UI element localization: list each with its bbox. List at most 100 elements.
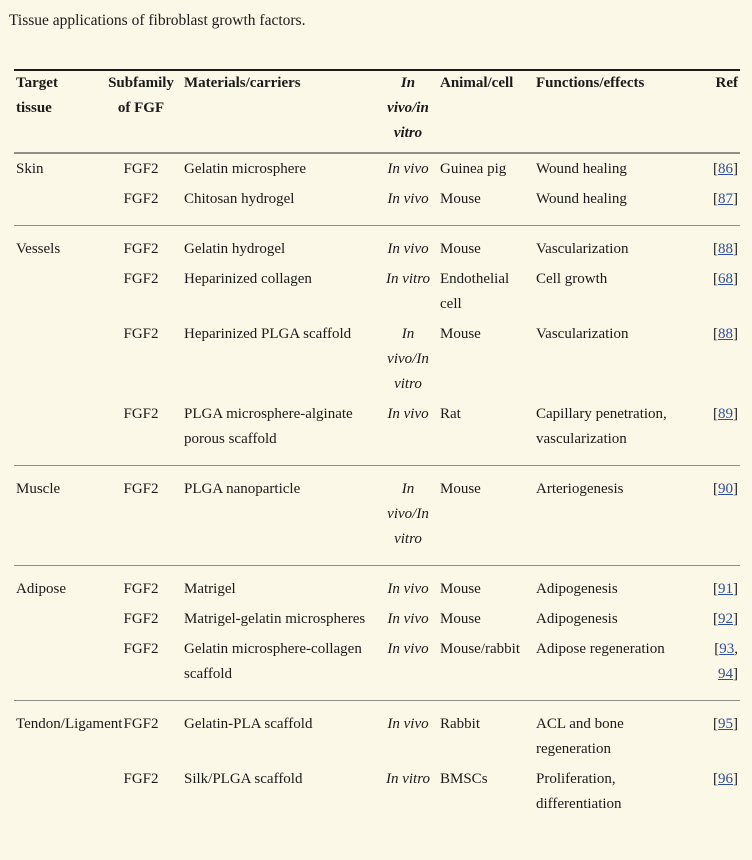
ref-link[interactable]: 92 [718, 611, 733, 627]
cell-material: Matrigel-gelatin microspheres [184, 611, 366, 627]
cell-tissue [14, 602, 100, 632]
cell-animal: Mouse [440, 326, 481, 342]
cell-fgf: FGF2 [100, 465, 182, 566]
cell-fgf: FGF2 [100, 565, 182, 602]
ref-link[interactable]: 96 [718, 771, 733, 787]
cell-material: Gelatin-PLA scaffold [182, 700, 378, 762]
cell-tissue [14, 262, 100, 317]
cell-animal: Rabbit [438, 700, 534, 762]
ref-link[interactable]: 87 [718, 191, 733, 207]
cell-ref: [87] [713, 191, 738, 207]
cell-animal: Endothelial cell [440, 271, 510, 312]
cell-mode: In vivo/⁠In vitro [387, 326, 429, 392]
cell-animal: Mouse [438, 565, 534, 602]
col-header-ref: Ref [698, 69, 740, 154]
cell-tissue [14, 762, 100, 830]
table-row: Skin FGF2 Gelatin microsphere In vivo Guinea… [14, 153, 740, 182]
cell-ref: [86] [713, 161, 738, 177]
cell-fgf: FGF2 [100, 225, 182, 262]
table-row: Tendon/Ligament FGF2 Gelatin-PLA scaffold I… [14, 700, 740, 762]
cell-mode: In vivo [378, 565, 438, 602]
cell-mode: In vivo [387, 161, 429, 177]
cell-animal: Rat [440, 406, 461, 422]
cell-tissue [14, 182, 100, 226]
cell-fgf: FGF2 [123, 326, 159, 342]
col-header-material: Materials/carriers [182, 69, 378, 154]
cell-mode: In vivo [387, 641, 429, 657]
cell-material: Gelatin hydrogel [182, 225, 378, 262]
table-title: Tissue applications of fibroblast growth… [9, 12, 306, 29]
ref-link[interactable]: 94 [718, 666, 733, 682]
cell-fgf: FGF2 [123, 191, 159, 207]
cell-fgf: FGF2 [123, 611, 159, 627]
cell-tissue: Vessels [14, 225, 100, 262]
cell-ref: [96] [713, 771, 738, 787]
cell-animal: Mouse [440, 191, 481, 207]
cell-function: Wound healing [536, 191, 627, 207]
cell-tissue [14, 632, 100, 701]
table-body: Skin FGF2 Gelatin microsphere In vivo Guinea… [14, 153, 740, 830]
cell-material: Matrigel [182, 565, 378, 602]
ref-link[interactable]: 88 [718, 241, 733, 257]
cell-function: Adipose regeneration [536, 641, 665, 657]
cell-function: Cell growth [536, 271, 608, 287]
cell-material: PLGA microsphere-alginate porous scaffol… [184, 406, 353, 447]
cell-material: PLGA nanoparticle [182, 465, 378, 566]
cell-ref: [92] [713, 611, 738, 627]
cell-material: Gelatin microsphere-collagen scaffold [184, 641, 362, 682]
cell-tissue [14, 317, 100, 397]
cell-material: Silk/PLGA scaffold [184, 771, 303, 787]
table-row: Muscle FGF2 PLGA nanoparticle In vivo/⁠In v… [14, 465, 740, 566]
cell-material: Chitosan hydrogel [184, 191, 295, 207]
cell-function: Capillary penetration, vascularization [536, 406, 667, 447]
cell-function: Vascularization [534, 225, 698, 262]
ref-link[interactable]: 86 [718, 161, 733, 177]
col-header-fgf: Subfamily of FGF [100, 69, 182, 154]
cell-ref: [68] [713, 271, 738, 287]
cell-mode: In vivo [378, 225, 438, 262]
applications-table: Target tissue Subfamily of FGF Materials/car… [14, 69, 740, 830]
cell-function: Adipogenesis [534, 565, 698, 602]
cell-material: Heparinized collagen [184, 271, 312, 287]
ref-link[interactable]: 90 [718, 481, 733, 497]
cell-mode: In vivo/⁠In vitro [378, 465, 438, 566]
cell-function: ACL and bone regeneration [534, 700, 698, 762]
cell-ref: [89] [713, 406, 738, 422]
table-row: FGF2 Matrigel-gelatin microspheres In vivo… [14, 602, 740, 632]
cell-fgf: FGF2 [123, 161, 159, 177]
table-row: Adipose FGF2 Matrigel In vivo Mouse Adipogene… [14, 565, 740, 602]
cell-material: Heparinized PLGA scaffold [184, 326, 352, 342]
ref-link[interactable]: 88 [718, 326, 733, 342]
ref-link[interactable]: 93 [719, 641, 735, 657]
col-header-function: Functions/effects [534, 69, 698, 154]
cell-ref: [93, 94] [714, 641, 738, 682]
cell-mode: In vitro [385, 271, 431, 287]
header-row: Target tissue Subfamily of FGF Materials/car… [14, 69, 740, 154]
cell-tissue: Muscle [14, 465, 100, 566]
cell-mode: In vivo [387, 611, 429, 627]
cell-fgf: FGF2 [100, 700, 182, 762]
table-row: Vessels FGF2 Gelatin hydrogel In vivo Mouse V… [14, 225, 740, 262]
cell-mode: In vivo [378, 700, 438, 762]
cell-animal: BMSCs [440, 771, 488, 787]
table-row: FGF2 Heparinized PLGA scaffold In vivo/⁠In… [14, 317, 740, 397]
table-row: FGF2 PLGA microsphere-alginate porous sca… [14, 397, 740, 466]
cell-tissue [14, 397, 100, 466]
ref-link[interactable]: 95 [718, 716, 733, 732]
cell-animal: Mouse [438, 465, 534, 566]
cell-ref: [91] [698, 565, 740, 602]
ref-link[interactable]: 89 [718, 406, 733, 422]
table-row: FGF2 Gelatin microsphere-collagen scaffol… [14, 632, 740, 701]
cell-tissue: Adipose [14, 565, 100, 602]
ref-link[interactable]: 68 [718, 271, 733, 287]
cell-function: Adipogenesis [536, 611, 618, 627]
cell-material: Gelatin microsphere [184, 161, 307, 177]
cell-tissue: Tendon/Ligament [14, 700, 122, 762]
cell-fgf: FGF2 [123, 641, 159, 657]
cell-mode: In vivo [387, 191, 429, 207]
cell-animal: Guinea pig [440, 161, 507, 177]
cell-function: Vascularization [536, 326, 629, 342]
ref-link[interactable]: 91 [718, 581, 733, 597]
cell-animal: Mouse [438, 225, 534, 262]
